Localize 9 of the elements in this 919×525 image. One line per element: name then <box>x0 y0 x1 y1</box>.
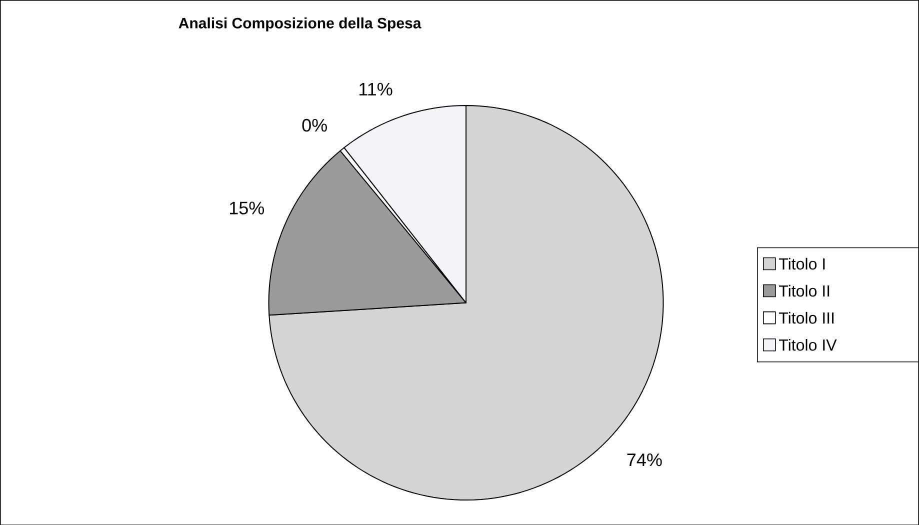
data-label: 15% <box>230 202 264 214</box>
data-label: 11% <box>360 82 392 96</box>
legend-label: Titolo I <box>778 258 825 270</box>
legend-label: Titolo III <box>778 312 834 324</box>
legend-label: Titolo II <box>778 284 830 296</box>
legend-label: Titolo IV <box>778 338 837 350</box>
chart-title: Analisi Composizione della Spesa <box>178 17 422 32</box>
data-label: 0% <box>302 118 327 132</box>
data-label: 74% <box>627 453 662 466</box>
